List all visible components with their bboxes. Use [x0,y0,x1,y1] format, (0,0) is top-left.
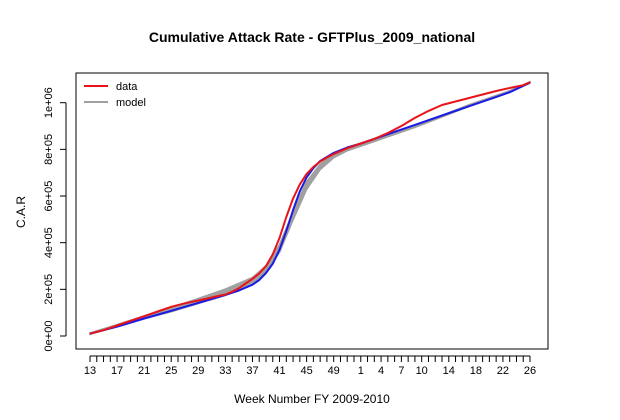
legend-label-data: data [116,81,138,93]
x-tick-label: 4 [378,365,384,377]
y-axis-label: C.A.R [14,196,28,228]
x-tick-label: 17 [111,365,123,377]
x-tick-label: 33 [219,365,231,377]
x-tick-label: 45 [300,365,312,377]
x-tick-label: 29 [192,365,204,377]
legend: data model [84,81,146,109]
x-axis-label: Week Number FY 2009-2010 [234,392,390,406]
chart-title: Cumulative Attack Rate - GFTPlus_2009_na… [149,29,475,45]
y-tick-label: 6e+05 [43,181,55,212]
x-tick-label: 7 [398,365,404,377]
y-tick-label: 1e+06 [43,87,55,118]
fit-line [89,81,531,335]
y-tick-label: 2e+05 [43,274,55,305]
data-line [89,81,531,335]
y-axis: 0e+00 2e+05 4e+05 6e+05 8e+05 1e+06 [43,87,67,352]
y-tick-label: 0e+00 [43,321,55,352]
x-tick-label: 41 [273,365,285,377]
y-tick-label: 8e+05 [43,134,55,165]
x-tick-label: 14 [443,365,455,377]
x-tick-label: 25 [165,365,177,377]
x-tick-label: 22 [497,365,509,377]
y-tick-label: 4e+05 [43,227,55,258]
x-tick-label: 1 [358,365,364,377]
legend-label-model: model [116,97,146,109]
x-tick-label: 18 [470,365,482,377]
x-tick-label: 10 [416,365,428,377]
model-band [89,80,531,336]
x-tick-label: 13 [84,365,96,377]
x-tick-label: 49 [328,365,340,377]
x-tick-label: 37 [246,365,258,377]
x-axis: 13 17 21 25 29 33 37 41 45 49 1 4 7 10 14 18 22 26 [84,355,536,377]
x-tick-label: 21 [138,365,150,377]
series-layer [89,80,531,336]
x-tick-label: 26 [524,365,536,377]
plot-frame [75,72,549,350]
